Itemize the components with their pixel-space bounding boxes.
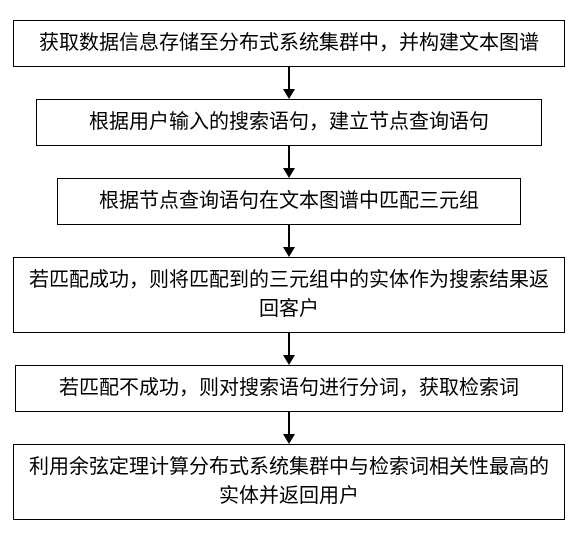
flowchart-container: 获取数据信息存储至分布式系统集群中，并构建文本图谱根据用户输入的搜索语句，建立节… <box>0 0 578 540</box>
arrow-line <box>288 146 290 168</box>
flow-node-label: 利用余弦定理计算分布式系统集群中与检索词相关性最高的实体并返回用户 <box>28 453 550 511</box>
flow-node-label: 若匹配不成功，则对搜索语句进行分词，获取检索词 <box>59 374 519 403</box>
arrow-line <box>288 67 290 89</box>
arrow-head-icon <box>283 168 295 178</box>
flow-arrow <box>283 333 295 365</box>
flow-node-label: 若匹配成功，则将匹配到的三元组中的实体作为搜索结果返回客户 <box>28 266 550 324</box>
flow-node-n6: 利用余弦定理计算分布式系统集群中与检索词相关性最高的实体并返回用户 <box>13 444 565 520</box>
arrow-head-icon <box>283 434 295 444</box>
flow-arrow <box>283 225 295 257</box>
flow-node-label: 获取数据信息存储至分布式系统集群中，并构建文本图谱 <box>39 29 539 58</box>
flow-node-label: 根据用户输入的搜索语句，建立节点查询语句 <box>89 108 489 137</box>
arrow-line <box>288 225 290 247</box>
flow-arrow <box>283 146 295 178</box>
arrow-head-icon <box>283 89 295 99</box>
arrow-line <box>288 412 290 434</box>
flow-node-n2: 根据用户输入的搜索语句，建立节点查询语句 <box>36 99 542 146</box>
arrow-head-icon <box>283 355 295 365</box>
flow-node-n1: 获取数据信息存储至分布式系统集群中，并构建文本图谱 <box>13 20 565 67</box>
flow-node-n4: 若匹配成功，则将匹配到的三元组中的实体作为搜索结果返回客户 <box>13 257 565 333</box>
arrow-line <box>288 333 290 355</box>
flow-arrow <box>283 67 295 99</box>
flow-arrow <box>283 412 295 444</box>
flow-node-label: 根据节点查询语句在文本图谱中匹配三元组 <box>99 187 479 216</box>
flow-node-n5: 若匹配不成功，则对搜索语句进行分词，获取检索词 <box>15 365 563 412</box>
arrow-head-icon <box>283 247 295 257</box>
flow-node-n3: 根据节点查询语句在文本图谱中匹配三元组 <box>57 178 521 225</box>
